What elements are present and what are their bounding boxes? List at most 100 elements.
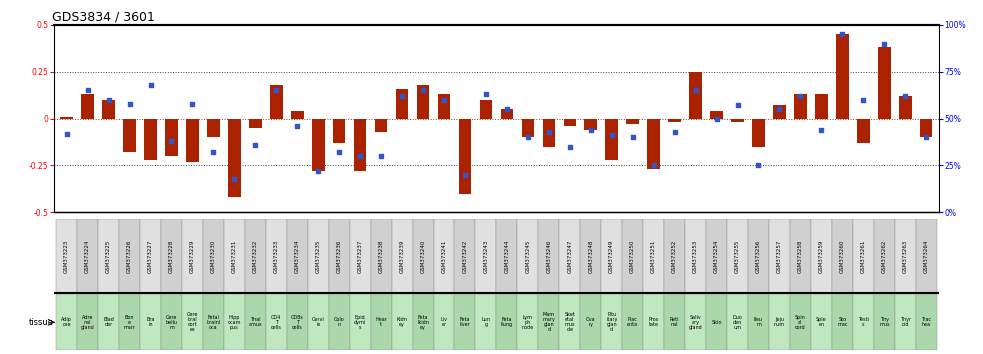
Bar	[665, 294, 685, 350]
Bar	[434, 294, 454, 350]
Point	[918, 135, 934, 140]
Text: Saliv
ary
gland: Saliv ary gland	[689, 315, 703, 330]
Bar	[56, 294, 77, 350]
Bar	[543, 119, 555, 147]
Bar	[874, 294, 895, 350]
Text: GSM373238: GSM373238	[378, 239, 383, 273]
Text: GSM373256: GSM373256	[756, 239, 761, 273]
Bar	[685, 294, 706, 350]
Bar	[224, 294, 245, 350]
Text: Sple
en: Sple en	[816, 317, 827, 327]
Bar	[354, 119, 367, 171]
Point	[205, 149, 221, 155]
Text: GSM373240: GSM373240	[421, 239, 426, 273]
Bar	[350, 219, 371, 293]
Point	[814, 127, 830, 133]
Text: Plac
enta: Plac enta	[627, 317, 638, 327]
Text: tissue: tissue	[29, 318, 54, 327]
Bar	[328, 294, 350, 350]
Bar	[454, 294, 476, 350]
Text: Hear
t: Hear t	[376, 317, 387, 327]
Text: GSM373230: GSM373230	[211, 239, 216, 273]
Text: Epid
dymi
s: Epid dymi s	[354, 315, 367, 330]
Bar	[895, 219, 916, 293]
Point	[143, 82, 158, 88]
Text: Feta
llung: Feta llung	[500, 317, 513, 327]
Bar	[60, 117, 73, 119]
Text: Pros
tate: Pros tate	[649, 317, 659, 327]
Text: GSM373263: GSM373263	[902, 239, 907, 273]
Bar	[774, 105, 785, 119]
Bar	[145, 119, 157, 160]
Text: Trac
hea: Trac hea	[921, 317, 931, 327]
Bar	[224, 219, 245, 293]
Text: GSM373248: GSM373248	[588, 239, 594, 273]
Bar	[648, 119, 660, 169]
Text: GSM373264: GSM373264	[924, 239, 929, 273]
Point	[478, 91, 493, 97]
Text: Pitu
itary
glan
d: Pitu itary glan d	[607, 312, 617, 332]
Point	[436, 97, 452, 103]
Bar	[434, 219, 454, 293]
Point	[751, 163, 767, 169]
Bar	[811, 294, 832, 350]
Text: GSM373223: GSM373223	[64, 239, 69, 273]
Bar	[350, 294, 371, 350]
Bar	[77, 294, 98, 350]
Text: Thal
amus: Thal amus	[249, 317, 262, 327]
Point	[100, 97, 116, 103]
Text: Ileu
m: Ileu m	[754, 317, 763, 327]
Bar	[522, 119, 534, 137]
Bar	[291, 111, 304, 119]
Bar	[182, 294, 202, 350]
Point	[729, 103, 745, 108]
Text: GSM373262: GSM373262	[882, 239, 887, 273]
Text: Feta
liver: Feta liver	[460, 317, 470, 327]
Bar	[916, 219, 937, 293]
Bar	[539, 294, 559, 350]
Text: Mam
mary
glan
d: Mam mary glan d	[543, 312, 555, 332]
Text: GSM373259: GSM373259	[819, 239, 824, 273]
Text: Testi
s: Testi s	[858, 317, 869, 327]
Bar	[333, 119, 345, 143]
Point	[226, 176, 242, 182]
Bar	[270, 85, 282, 119]
Text: Feta
lkidn
ey: Feta lkidn ey	[417, 315, 429, 330]
Bar	[140, 219, 161, 293]
Bar	[790, 219, 811, 293]
Point	[583, 127, 599, 133]
Bar	[517, 294, 539, 350]
Point	[646, 163, 662, 169]
Bar	[480, 100, 492, 119]
Point	[499, 106, 515, 112]
Text: GSM373249: GSM373249	[609, 239, 614, 273]
Bar	[245, 219, 265, 293]
Text: GSM373260: GSM373260	[839, 239, 844, 273]
Bar	[161, 294, 182, 350]
Text: Cervi
ix: Cervi ix	[312, 317, 324, 327]
Bar	[898, 96, 911, 119]
Bar	[853, 219, 874, 293]
Bar	[811, 219, 832, 293]
Bar	[265, 294, 287, 350]
Text: Thyr
oid: Thyr oid	[899, 317, 911, 327]
Bar	[559, 294, 580, 350]
Bar	[727, 294, 748, 350]
Bar	[539, 219, 559, 293]
Text: GSM373247: GSM373247	[567, 239, 572, 273]
Bar	[496, 219, 517, 293]
Bar	[711, 111, 723, 119]
Text: GSM373232: GSM373232	[253, 239, 258, 273]
Bar	[308, 294, 328, 350]
Bar	[245, 294, 265, 350]
Bar	[606, 119, 618, 160]
Point	[457, 172, 473, 178]
Text: Hipp
ocam
pus: Hipp ocam pus	[228, 315, 241, 330]
Bar	[815, 94, 828, 119]
Bar	[832, 294, 853, 350]
Bar	[328, 219, 350, 293]
Bar	[748, 294, 769, 350]
Text: Thy
mus: Thy mus	[879, 317, 890, 327]
Text: GSM373239: GSM373239	[399, 239, 405, 273]
Point	[394, 93, 410, 99]
